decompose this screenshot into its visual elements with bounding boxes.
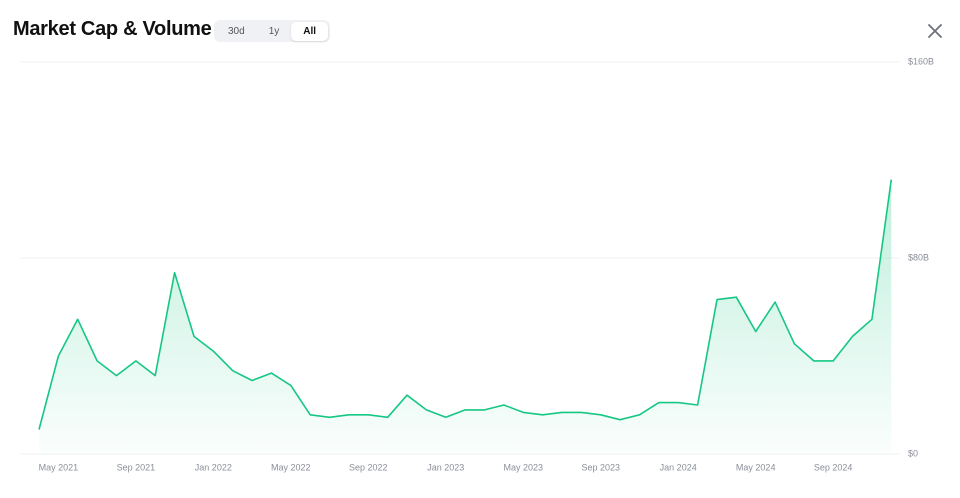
- x-tick-label: May 2022: [271, 462, 311, 472]
- x-tick-label: Jan 2024: [660, 462, 697, 472]
- x-tick-label: May 2024: [736, 462, 776, 472]
- range-selector: 30d 1y All: [214, 20, 331, 42]
- range-button[interactable]: 30d: [228, 25, 245, 37]
- range-button[interactable]: All: [291, 21, 329, 41]
- y-tick-label: $80B: [908, 252, 929, 262]
- x-tick-label: May 2021: [39, 462, 79, 472]
- y-tick-label: $0: [908, 448, 918, 458]
- x-tick-label: Sep 2024: [814, 462, 853, 472]
- x-tick-label: Sep 2021: [117, 462, 156, 472]
- range-button[interactable]: 1y: [268, 25, 280, 37]
- x-tick-label: May 2023: [503, 462, 543, 472]
- close-button[interactable]: [926, 22, 944, 40]
- line: [38, 179, 893, 430]
- x-tick-label: Jan 2023: [427, 462, 464, 472]
- y-tick-label: $160B: [908, 56, 934, 66]
- area: [39, 179, 892, 454]
- x-tick-label: Jan 2022: [195, 462, 232, 472]
- x-tick-label: Sep 2022: [349, 462, 388, 472]
- chart-title: Market Cap & Volume: [13, 18, 212, 40]
- x-tick-label: Sep 2023: [581, 462, 620, 472]
